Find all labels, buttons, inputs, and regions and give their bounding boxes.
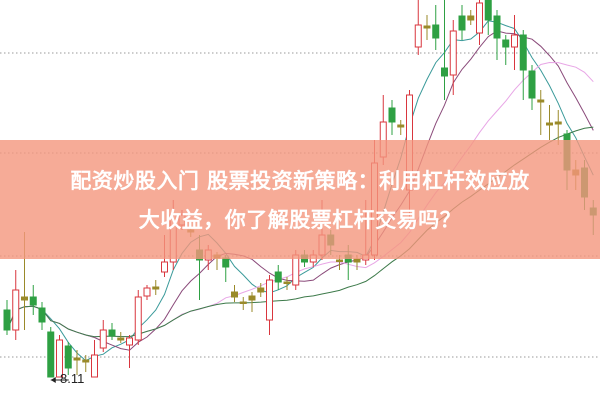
candle-body bbox=[266, 279, 273, 321]
candle-body bbox=[476, 2, 483, 34]
candle-body bbox=[161, 261, 168, 273]
candle-body bbox=[388, 107, 396, 123]
candle-body bbox=[423, 25, 431, 29]
candle-body bbox=[239, 301, 247, 304]
candle-body bbox=[449, 30, 457, 76]
candle-body bbox=[257, 287, 265, 293]
candle-body bbox=[231, 291, 238, 298]
low-price-label: 8.11 bbox=[60, 371, 85, 386]
candle-body bbox=[3, 309, 11, 331]
candle-body bbox=[546, 122, 553, 126]
candle-body bbox=[152, 286, 160, 290]
candle-body bbox=[336, 259, 343, 262]
candle-body bbox=[432, 24, 440, 39]
candle-body bbox=[222, 257, 230, 268]
candle-body bbox=[397, 124, 405, 128]
candle-body bbox=[467, 15, 475, 21]
candle-body bbox=[134, 296, 142, 341]
candle-body bbox=[91, 354, 98, 378]
candle-body bbox=[99, 329, 107, 349]
candle-body bbox=[29, 296, 37, 306]
candle-body bbox=[414, 24, 422, 48]
candle-body bbox=[519, 34, 527, 71]
candle-body bbox=[108, 329, 116, 337]
candle-body bbox=[511, 34, 518, 48]
candle-body bbox=[502, 39, 510, 48]
candle-body bbox=[528, 70, 536, 99]
candle-body bbox=[56, 339, 63, 378]
headline-banner bbox=[0, 140, 600, 259]
candle-body bbox=[64, 345, 72, 369]
candle-body bbox=[537, 99, 545, 103]
candle-body bbox=[441, 67, 448, 77]
candle-body bbox=[493, 15, 501, 39]
headline-line-1: 配资炒股入门 股票投资新策略：利用杠杆效应放 bbox=[70, 169, 530, 193]
candle-body bbox=[126, 337, 133, 346]
headline-line-2: 大收益，你了解股票杠杆交易吗？ bbox=[138, 208, 462, 232]
low-marker-arrowhead bbox=[50, 377, 56, 383]
candle-body bbox=[82, 359, 90, 363]
candle-body bbox=[484, 0, 492, 21]
candle-body bbox=[292, 254, 300, 286]
candle-body bbox=[21, 296, 28, 301]
candle-body bbox=[353, 258, 361, 263]
candle-body bbox=[38, 307, 46, 323]
candle-body bbox=[143, 287, 151, 297]
candle-body bbox=[12, 289, 20, 331]
candle-body bbox=[274, 271, 282, 283]
candle-body bbox=[248, 295, 256, 301]
candle-body bbox=[458, 15, 466, 31]
candle-body bbox=[73, 357, 81, 361]
candle-body bbox=[554, 121, 562, 125]
candle-body bbox=[47, 331, 55, 378]
candle-body bbox=[117, 337, 125, 341]
candle-body bbox=[283, 281, 291, 284]
